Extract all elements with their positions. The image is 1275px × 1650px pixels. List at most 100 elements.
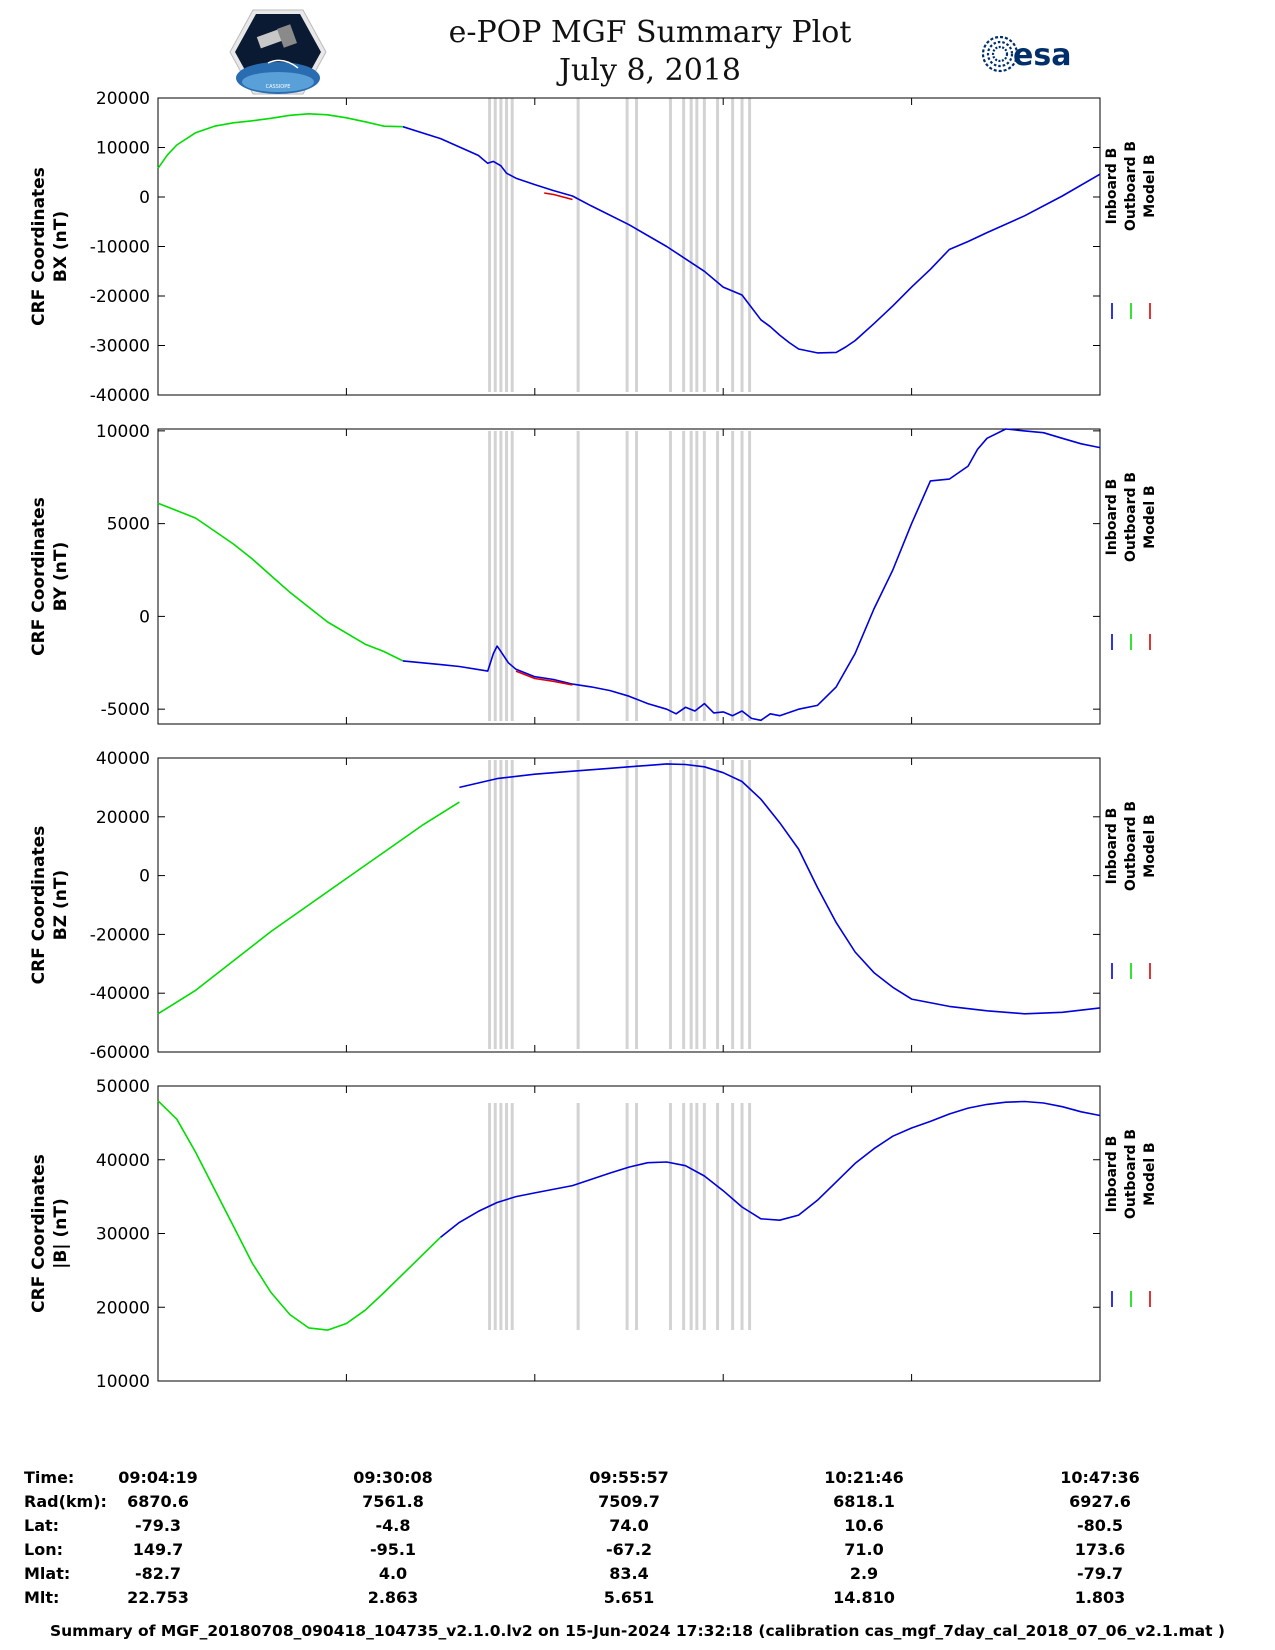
data-gap-band bbox=[748, 98, 752, 392]
data-gap-band bbox=[682, 1103, 686, 1330]
legend-label: Outboard B bbox=[1123, 141, 1139, 231]
info-row: Lat: -79.3 -4.8 74.0 10.6 -80.5 bbox=[0, 1516, 1275, 1540]
series-line-model-b bbox=[515, 670, 573, 686]
data-gap-band bbox=[716, 760, 720, 1049]
legend-label: Outboard B bbox=[1123, 472, 1139, 562]
data-gap-band bbox=[510, 431, 514, 721]
data-gap-band bbox=[505, 98, 509, 392]
series-line-outboard-b bbox=[157, 113, 403, 169]
data-gap-band bbox=[695, 760, 699, 1049]
data-gap-band bbox=[576, 431, 580, 721]
info-row: Time: 09:04:19 09:30:08 09:55:57 10:21:46 10:… bbox=[0, 1468, 1275, 1492]
data-gap-band bbox=[740, 98, 744, 392]
info-row: Rad(km): 6870.6 7561.8 7509.7 6818.1 6927.6 bbox=[0, 1492, 1275, 1516]
data-gap-band bbox=[488, 760, 492, 1049]
data-gap-band bbox=[689, 98, 693, 392]
info-value: 09:55:57 bbox=[589, 1468, 669, 1487]
data-gap-band bbox=[668, 431, 672, 721]
y-tick-label: -40000 bbox=[90, 984, 150, 1004]
y-tick-label: 50000 bbox=[96, 1077, 150, 1097]
data-gap-band bbox=[493, 760, 497, 1049]
data-gap-band bbox=[695, 98, 699, 392]
title-line-1: e-POP MGF Summary Plot bbox=[448, 15, 852, 50]
info-value: -4.8 bbox=[375, 1516, 411, 1535]
data-gap-band bbox=[740, 760, 744, 1049]
data-gap-band bbox=[695, 431, 699, 721]
y-axis-label-line2: |B| (nT) bbox=[51, 1198, 71, 1269]
data-gap-band bbox=[731, 431, 735, 721]
info-value: 2.9 bbox=[849, 1564, 879, 1583]
series-line-outboard-b bbox=[157, 502, 404, 662]
data-gap-band bbox=[731, 1103, 735, 1330]
info-value: -79.3 bbox=[134, 1516, 182, 1535]
info-value: 173.6 bbox=[1074, 1540, 1126, 1559]
y-tick-label: 10000 bbox=[96, 422, 150, 442]
info-row: Mlat: -82.7 4.0 83.4 2.9 -79.7 bbox=[0, 1564, 1275, 1588]
info-value: 6818.1 bbox=[833, 1492, 895, 1511]
legend-label: Model B bbox=[1142, 154, 1158, 217]
legend-label: Outboard B bbox=[1123, 801, 1139, 891]
info-row: Lon: 149.7 -95.1 -67.2 71.0 173.6 bbox=[0, 1540, 1275, 1564]
data-gap-band bbox=[505, 1103, 509, 1330]
series-line-outboard-b bbox=[157, 801, 460, 1015]
data-gap-band bbox=[499, 1103, 503, 1330]
plot-title: e-POP MGF Summary Plot July 8, 2018 bbox=[0, 14, 1275, 90]
y-tick-label: -5000 bbox=[101, 700, 150, 720]
panel-frame bbox=[157, 97, 1101, 396]
data-gap-band bbox=[682, 98, 686, 392]
y-axis-label-line1: CRF Coordinates bbox=[29, 167, 49, 326]
panel-frame bbox=[157, 1085, 1101, 1382]
data-gap-band bbox=[493, 98, 497, 392]
data-gap-band bbox=[748, 760, 752, 1049]
info-value: 10:21:46 bbox=[824, 1468, 904, 1487]
data-gap-band bbox=[740, 1103, 744, 1330]
data-gap-band bbox=[499, 431, 503, 721]
data-gap-band bbox=[499, 760, 503, 1049]
info-row-label: Mlat: bbox=[24, 1564, 71, 1583]
y-tick-label: 10000 bbox=[96, 1372, 150, 1392]
data-gap-band bbox=[748, 431, 752, 721]
data-gap-band bbox=[695, 1103, 699, 1330]
data-gap-band bbox=[510, 1103, 514, 1330]
series-line-inboard-b bbox=[402, 125, 1101, 354]
info-value: 4.0 bbox=[378, 1564, 408, 1583]
y-tick-label: -10000 bbox=[90, 238, 150, 258]
info-value: -95.1 bbox=[369, 1540, 417, 1559]
info-value: 14.810 bbox=[833, 1588, 895, 1607]
info-value: -79.7 bbox=[1076, 1564, 1124, 1583]
data-gap-band bbox=[576, 1103, 580, 1330]
y-tick-label: 0 bbox=[139, 867, 150, 887]
data-gap-band bbox=[689, 431, 693, 721]
info-value: 6927.6 bbox=[1069, 1492, 1131, 1511]
data-gap-band bbox=[682, 760, 686, 1049]
info-row-label: Lon: bbox=[24, 1540, 63, 1559]
legend-label: Inboard B bbox=[1104, 1136, 1120, 1213]
info-value: 74.0 bbox=[609, 1516, 649, 1535]
info-value: 5.651 bbox=[603, 1588, 655, 1607]
data-gap-band bbox=[689, 760, 693, 1049]
y-tick-label: 0 bbox=[139, 188, 150, 208]
mgf-summary-chart: 20000 10000 0 -10000 -20000 -30000 -40000 CRF C… bbox=[29, 89, 1158, 1392]
info-value: 10.6 bbox=[844, 1516, 884, 1535]
data-gap-band bbox=[702, 1103, 706, 1330]
data-gap-band bbox=[510, 98, 514, 392]
y-axis-label-line1: CRF Coordinates bbox=[29, 826, 49, 985]
y-tick-label: 20000 bbox=[96, 1298, 150, 1318]
y-tick-label: 10000 bbox=[96, 139, 150, 159]
y-axis-label-line1: CRF Coordinates bbox=[29, 497, 49, 656]
info-value: -82.7 bbox=[134, 1564, 182, 1583]
data-gap-band bbox=[731, 98, 735, 392]
data-gap-band bbox=[505, 760, 509, 1049]
data-gap-band bbox=[702, 98, 706, 392]
info-value: 149.7 bbox=[132, 1540, 184, 1559]
info-row-label: Lat: bbox=[24, 1516, 60, 1535]
data-gap-band bbox=[493, 431, 497, 721]
y-tick-label: 30000 bbox=[96, 1225, 150, 1245]
data-gap-band bbox=[488, 98, 492, 392]
y-tick-label: 20000 bbox=[96, 89, 150, 109]
y-tick-label: 40000 bbox=[96, 749, 150, 769]
data-gap-band bbox=[635, 1103, 639, 1330]
info-row: Mlt: 22.753 2.863 5.651 14.810 1.803 bbox=[0, 1588, 1275, 1612]
y-axis-label-line1: CRF Coordinates bbox=[29, 1154, 49, 1313]
info-value: -80.5 bbox=[1076, 1516, 1124, 1535]
